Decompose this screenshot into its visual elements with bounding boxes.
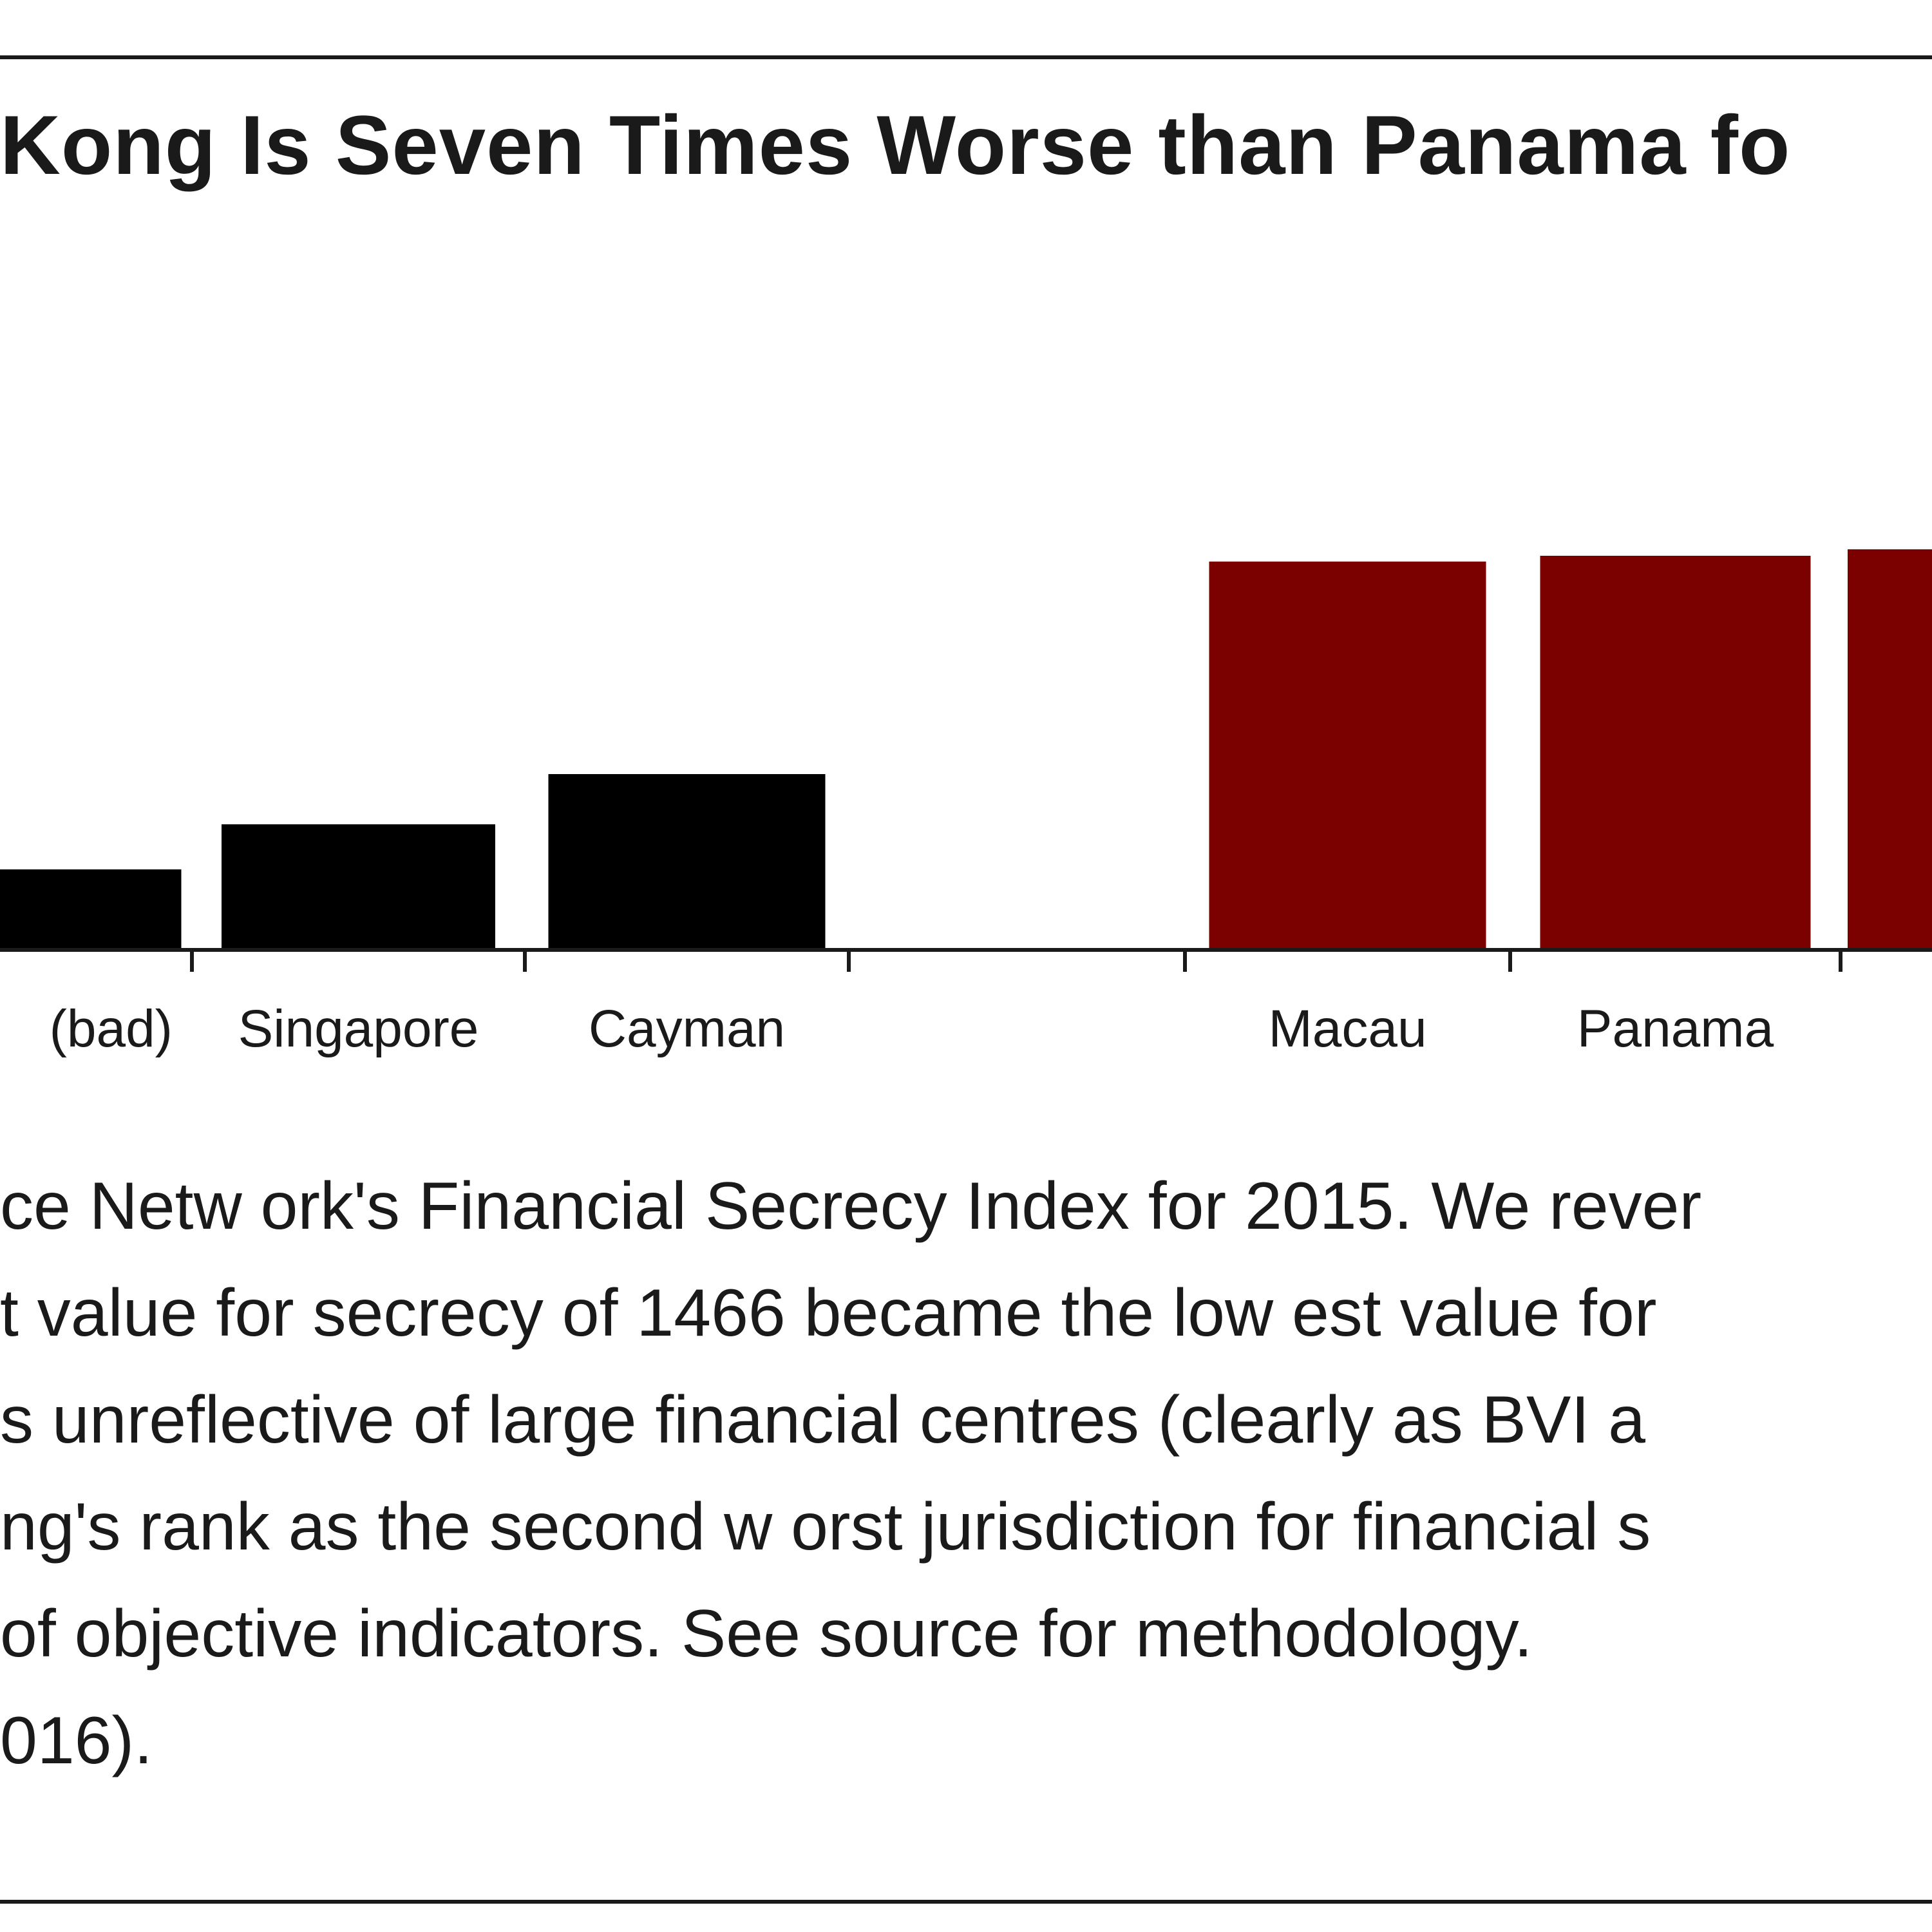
bottom-rule xyxy=(0,1900,1932,1904)
x-tick-label: Cayman xyxy=(589,999,785,1058)
bar xyxy=(1209,562,1486,950)
top-rule xyxy=(0,55,1932,59)
bar xyxy=(222,824,495,950)
bar xyxy=(0,869,182,950)
chart-title: Kong Is Seven Times Worse than Panama fo xyxy=(0,98,1791,192)
note-line: 016). xyxy=(0,1703,153,1778)
note-line: s unreflective of large financial centre… xyxy=(0,1383,1645,1457)
x-tick-label: (bad) xyxy=(50,999,173,1058)
note-line: ng's rank as the second w orst jurisdict… xyxy=(0,1490,1651,1564)
bar xyxy=(548,774,826,950)
bar xyxy=(1540,556,1811,950)
x-tick-label: Panama xyxy=(1577,999,1774,1058)
bar-chart: (bad) Singapore Cayman Macau Panama xyxy=(0,549,1932,1058)
chart-notes: ce Netw ork's Financial Secrecy Index fo… xyxy=(0,1153,1932,1794)
note-line: of objective indicators. See source for … xyxy=(0,1596,1533,1671)
bar xyxy=(1848,549,1932,950)
x-tick-label: Singapore xyxy=(238,999,479,1058)
note-line: t value for secrecy of 1466 became the l… xyxy=(0,1276,1657,1350)
note-line: ce Netw ork's Financial Secrecy Index fo… xyxy=(0,1169,1702,1244)
x-tick-label: Macau xyxy=(1268,999,1426,1058)
